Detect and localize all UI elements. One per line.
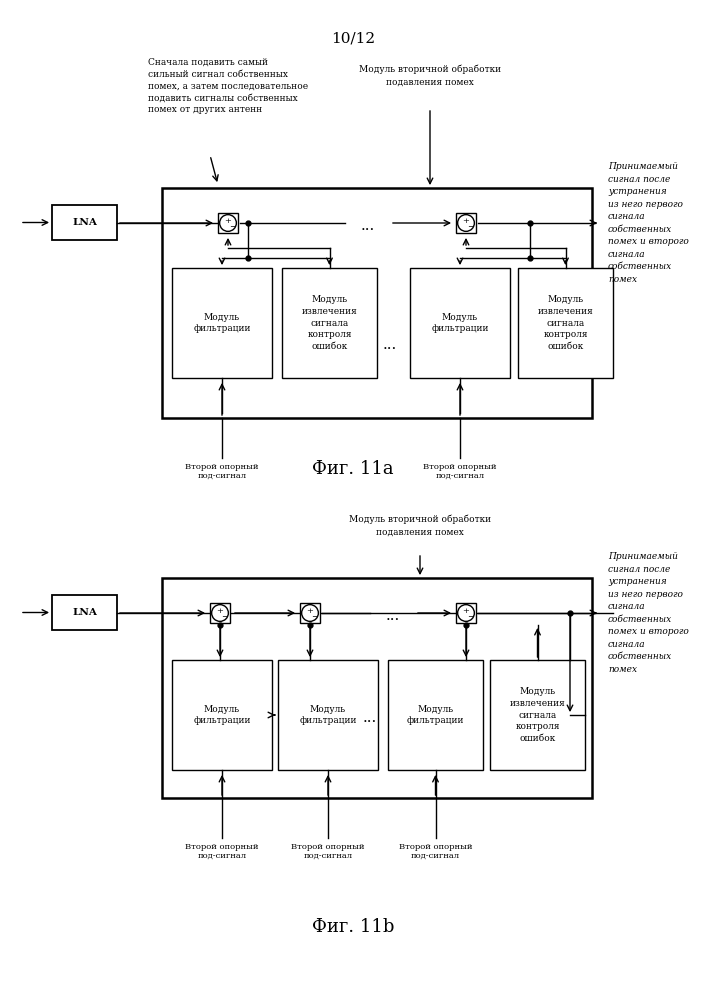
Text: ...: ... <box>363 711 377 725</box>
Bar <box>218 213 238 233</box>
Text: LNA: LNA <box>72 608 97 617</box>
Bar <box>282 268 377 378</box>
Bar <box>52 205 117 240</box>
Bar <box>300 603 320 623</box>
Text: Модуль
фильтрации: Модуль фильтрации <box>193 313 251 333</box>
Text: Модуль
извлечения
сигнала
контроля
ошибок: Модуль извлечения сигнала контроля ошибо… <box>537 295 593 351</box>
Text: Модуль
фильтрации: Модуль фильтрации <box>431 313 489 333</box>
Text: Принимаемый
сигнал после
устранения
из него первого
сигнала
собственных
помех и : Принимаемый сигнал после устранения из н… <box>608 552 689 674</box>
Text: Фиг. 11b: Фиг. 11b <box>312 918 395 936</box>
Text: Модуль
извлечения
сигнала
контроля
ошибок: Модуль извлечения сигнала контроля ошибо… <box>510 687 566 743</box>
Text: Сначала подавить самый
сильный сигнал собственных
помех, а затем последовательно: Сначала подавить самый сильный сигнал со… <box>148 58 308 114</box>
Bar <box>52 595 117 630</box>
Bar <box>410 268 510 378</box>
Text: Второй опорный
под-сигнал: Второй опорный под-сигнал <box>185 463 259 480</box>
Text: Модуль
извлечения
сигнала
контроля
ошибок: Модуль извлечения сигнала контроля ошибо… <box>302 295 357 351</box>
Text: Второй опорный
под-сигнал: Второй опорный под-сигнал <box>291 843 365 860</box>
Text: +: + <box>225 217 231 225</box>
Bar <box>388 660 483 770</box>
Text: +: + <box>462 217 469 225</box>
Bar <box>456 603 476 623</box>
Bar <box>172 660 272 770</box>
Text: Модуль
фильтрации: Модуль фильтрации <box>407 705 464 725</box>
Text: ...: ... <box>361 219 375 233</box>
Text: Модуль вторичной обработки
подавления помех: Модуль вторичной обработки подавления по… <box>359 65 501 86</box>
Text: Модуль
фильтрации: Модуль фильтрации <box>193 705 251 725</box>
Bar <box>456 213 476 233</box>
Text: −: − <box>229 223 236 231</box>
Text: Модуль вторичной обработки
подавления помех: Модуль вторичной обработки подавления по… <box>349 515 491 536</box>
Text: Фиг. 11а: Фиг. 11а <box>312 460 394 478</box>
Text: +: + <box>307 607 313 615</box>
Text: +: + <box>462 607 469 615</box>
Text: ...: ... <box>383 338 397 352</box>
Bar <box>210 603 230 623</box>
Bar <box>278 660 378 770</box>
Text: Второй опорный
под-сигнал: Второй опорный под-сигнал <box>399 843 472 860</box>
Bar <box>162 188 592 418</box>
Text: ...: ... <box>386 609 400 623</box>
Text: 10/12: 10/12 <box>331 32 375 46</box>
Text: −: − <box>467 613 474 621</box>
Bar <box>490 660 585 770</box>
Text: LNA: LNA <box>72 218 97 227</box>
Bar <box>518 268 613 378</box>
Text: −: − <box>221 613 228 621</box>
Text: Второй опорный
под-сигнал: Второй опорный под-сигнал <box>423 463 497 480</box>
Bar <box>162 578 592 798</box>
Text: +: + <box>216 607 223 615</box>
Bar <box>172 268 272 378</box>
Text: Принимаемый
сигнал после
устранения
из него первого
сигнала
собственных
помех и : Принимаемый сигнал после устранения из н… <box>608 162 689 284</box>
Text: Второй опорный
под-сигнал: Второй опорный под-сигнал <box>185 843 259 860</box>
Text: Модуль
фильтрации: Модуль фильтрации <box>299 705 357 725</box>
Text: −: − <box>467 223 474 231</box>
Text: −: − <box>311 613 318 621</box>
